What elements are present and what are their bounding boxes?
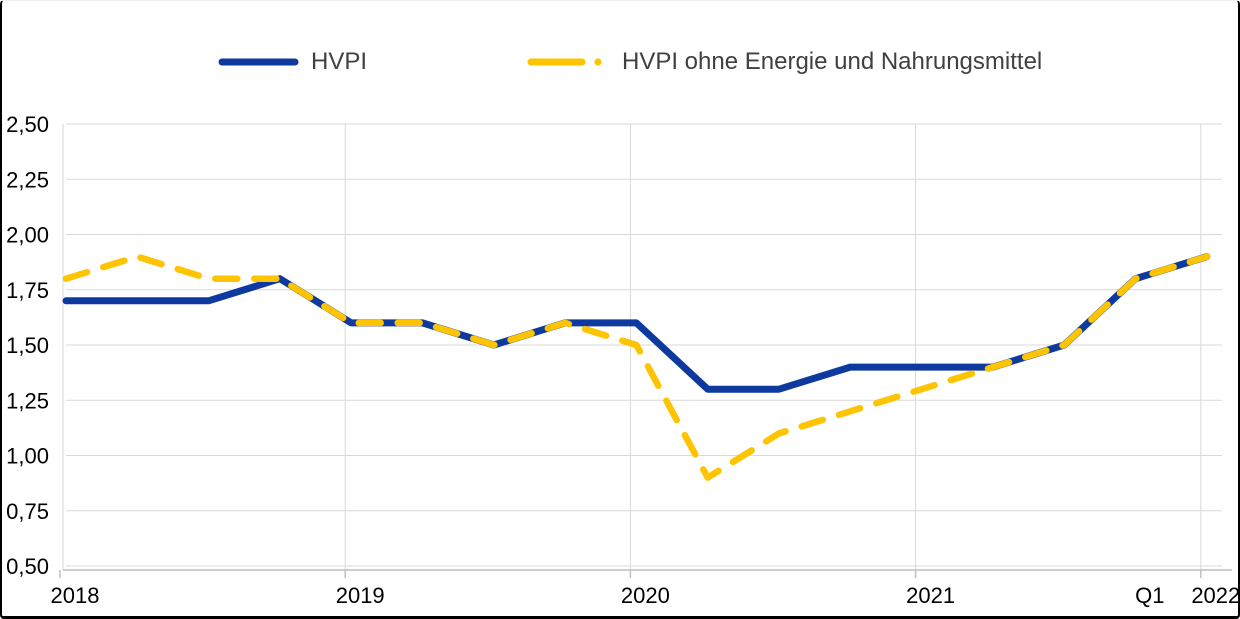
x-axis-tick-label: 2021 (906, 583, 955, 608)
x-axis-tick-label: 2018 (51, 583, 100, 608)
dashed-line-legend-icon (527, 58, 602, 66)
y-axis-tick-label: 2,00 (6, 223, 49, 248)
y-axis-tick-label: 2,50 (6, 112, 49, 137)
chart-legend: HVPI HVPI ohne Energie und Nahrungsmitte… (0, 48, 1240, 78)
legend-item-hvpi: HVPI (218, 48, 367, 76)
x-axis-tick-label: 2020 (621, 583, 670, 608)
hvpi-line (62, 253, 1211, 393)
y-axis-tick-label: 2,25 (6, 167, 49, 192)
y-axis-tick-label: 0,75 (6, 499, 49, 524)
y-axis-tick-label: 1,00 (6, 444, 49, 469)
y-axis-tick-label: 0,50 (6, 554, 49, 579)
y-axis-tick-label: 1,75 (6, 278, 49, 303)
legend-label-hvpi: HVPI (311, 48, 368, 75)
solid-line-legend-icon (218, 58, 299, 66)
legend-label-core: HVPI ohne Energie und Nahrungsmittel (622, 48, 1043, 75)
x-axis-tick-label: Q1 (1135, 583, 1164, 608)
core-line-end-dot (1203, 253, 1211, 260)
y-axis-tick-label: 1,25 (6, 388, 49, 413)
x-axis-tick-label: 2019 (336, 583, 385, 608)
legend-swatch-core-dot (594, 58, 602, 66)
core-line (62, 253, 1211, 481)
x-axis-tick-label: 2022 (1191, 583, 1240, 608)
legend-item-core: HVPI ohne Energie und Nahrungsmittel (527, 48, 1042, 76)
y-axis-tick-label: 1,50 (6, 333, 49, 358)
